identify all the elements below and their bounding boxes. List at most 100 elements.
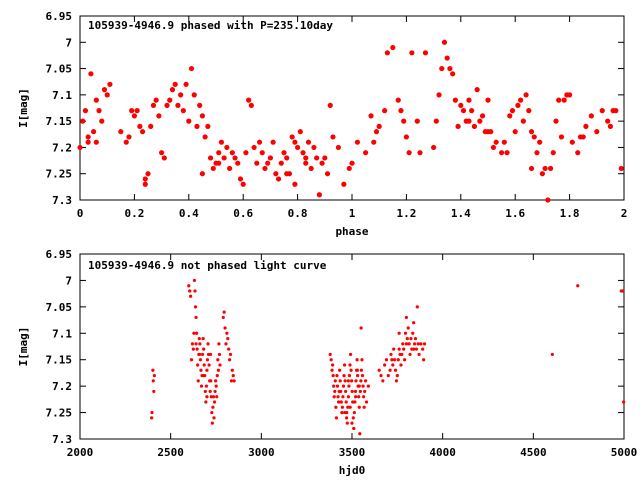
data-point bbox=[368, 113, 374, 119]
y-tick-label: 7.25 bbox=[46, 168, 73, 181]
data-point bbox=[431, 144, 437, 151]
data-point bbox=[389, 352, 393, 357]
data-point bbox=[186, 118, 192, 124]
data-point bbox=[373, 129, 380, 135]
data-point bbox=[528, 129, 535, 135]
data-point bbox=[324, 171, 331, 177]
data-point bbox=[490, 144, 497, 151]
data-point bbox=[205, 358, 210, 362]
data-point bbox=[232, 155, 238, 161]
data-point bbox=[364, 400, 369, 404]
data-point bbox=[322, 155, 328, 161]
data-point bbox=[417, 352, 421, 357]
data-point bbox=[194, 342, 198, 346]
data-point bbox=[145, 171, 151, 177]
data-point bbox=[341, 395, 345, 399]
data-point bbox=[151, 379, 155, 383]
data-point bbox=[204, 400, 208, 404]
data-point bbox=[390, 44, 396, 51]
data-point bbox=[218, 139, 225, 145]
data-point bbox=[159, 150, 165, 156]
y-tick-label: 7.05 bbox=[46, 63, 73, 76]
data-point bbox=[214, 379, 218, 383]
data-point bbox=[284, 171, 290, 177]
data-point bbox=[350, 389, 354, 394]
data-point bbox=[327, 102, 333, 108]
data-point bbox=[376, 123, 382, 129]
data-point bbox=[354, 395, 358, 399]
y-tick-label: 7 bbox=[65, 274, 72, 287]
data-point bbox=[187, 284, 191, 288]
x-axis-label: phase bbox=[335, 225, 368, 238]
data-point bbox=[196, 363, 200, 367]
data-point bbox=[275, 176, 282, 182]
x-tick-label: 2500 bbox=[157, 446, 184, 459]
data-point bbox=[270, 139, 276, 145]
data-point bbox=[338, 368, 342, 372]
data-point bbox=[175, 102, 181, 108]
data-point bbox=[217, 352, 222, 357]
data-point bbox=[436, 92, 442, 98]
data-point bbox=[229, 379, 234, 383]
data-point bbox=[330, 134, 336, 140]
data-point bbox=[150, 416, 154, 420]
data-point bbox=[363, 389, 367, 394]
data-point bbox=[594, 129, 600, 135]
data-point bbox=[361, 384, 365, 388]
data-point bbox=[208, 389, 212, 394]
data-point bbox=[224, 342, 228, 346]
x-tick-label: 1 bbox=[349, 207, 356, 220]
data-point bbox=[403, 331, 408, 335]
data-point bbox=[178, 92, 184, 98]
data-point bbox=[344, 389, 348, 394]
data-point bbox=[460, 108, 467, 114]
data-point bbox=[205, 123, 211, 129]
data-point bbox=[354, 379, 358, 383]
data-point bbox=[193, 289, 197, 293]
data-point bbox=[221, 155, 227, 161]
data-point bbox=[556, 97, 562, 103]
data-point bbox=[194, 315, 198, 320]
data-point bbox=[188, 289, 192, 293]
y-axis-label: I[mag] bbox=[17, 88, 30, 128]
data-point bbox=[409, 336, 413, 341]
data-point bbox=[183, 81, 189, 87]
data-point bbox=[355, 368, 360, 372]
data-point bbox=[458, 102, 464, 108]
data-point bbox=[190, 342, 195, 346]
data-point bbox=[235, 160, 241, 166]
data-point bbox=[576, 284, 580, 288]
data-point bbox=[344, 416, 349, 420]
data-point bbox=[227, 347, 231, 351]
data-point bbox=[180, 108, 186, 114]
data-point bbox=[192, 278, 197, 283]
data-point bbox=[229, 150, 235, 156]
data-point bbox=[218, 363, 222, 367]
data-point bbox=[137, 123, 143, 129]
data-point bbox=[152, 373, 156, 378]
data-point bbox=[471, 123, 477, 129]
y-tick-label: 7.25 bbox=[46, 407, 73, 420]
data-point bbox=[311, 144, 317, 151]
data-point bbox=[139, 129, 146, 135]
data-point bbox=[129, 108, 135, 114]
data-point bbox=[228, 358, 232, 362]
data-point bbox=[394, 379, 399, 383]
data-point bbox=[384, 50, 390, 56]
data-point bbox=[126, 134, 132, 140]
data-point bbox=[412, 342, 417, 346]
data-point bbox=[332, 384, 336, 388]
data-point bbox=[194, 123, 200, 129]
data-point bbox=[339, 389, 343, 394]
data-point bbox=[397, 331, 401, 335]
data-point bbox=[338, 379, 342, 383]
data-point bbox=[351, 416, 355, 420]
data-point bbox=[433, 118, 439, 124]
data-point bbox=[248, 102, 254, 108]
data-point bbox=[412, 347, 416, 351]
data-point bbox=[580, 134, 586, 140]
phased-light-curve-plot: 0 0.2 0.4 0.6 0.8 1 1.2 1.4 1.6 1.8 2 6.95 7 7.05 7.1 7… bbox=[17, 10, 627, 238]
x-tick-label: 1.4 bbox=[451, 207, 471, 220]
data-point bbox=[123, 139, 129, 145]
data-point bbox=[402, 347, 406, 351]
